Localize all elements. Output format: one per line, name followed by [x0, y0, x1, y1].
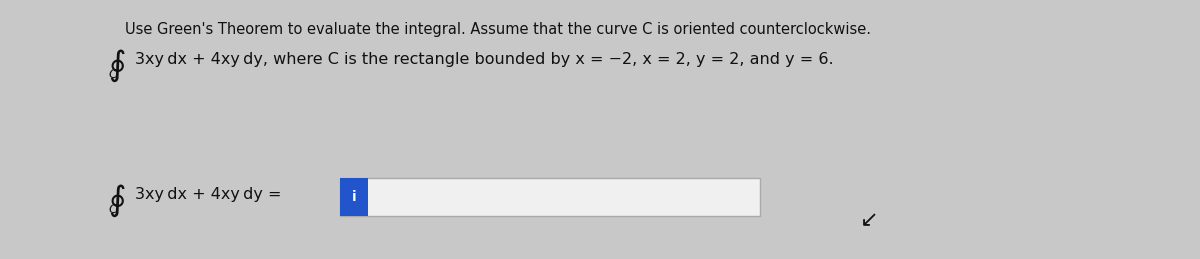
- Text: Use Green's Theorem to evaluate the integral. Assume that the curve C is oriente: Use Green's Theorem to evaluate the inte…: [125, 22, 871, 37]
- Text: $C$: $C$: [108, 68, 119, 81]
- Bar: [340, 178, 760, 216]
- Text: $C$: $C$: [108, 203, 119, 216]
- Bar: [340, 178, 368, 216]
- Text: $\oint$: $\oint$: [108, 48, 126, 84]
- Text: 3xy dx + 4xy dy, where C is the rectangle bounded by x = −2, x = 2, y = 2, and y: 3xy dx + 4xy dy, where C is the rectangl…: [134, 52, 834, 67]
- Text: i: i: [352, 190, 356, 204]
- Text: 3xy dx + 4xy dy =: 3xy dx + 4xy dy =: [134, 187, 282, 202]
- Text: $\oint$: $\oint$: [108, 183, 126, 219]
- Text: ↙: ↙: [860, 210, 878, 230]
